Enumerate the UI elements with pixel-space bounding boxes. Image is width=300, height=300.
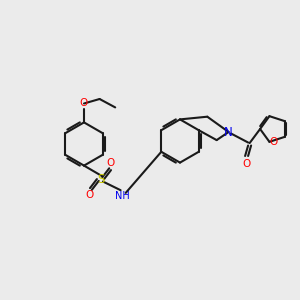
Text: O: O xyxy=(270,137,278,147)
Text: N: N xyxy=(224,125,233,139)
Text: O: O xyxy=(107,158,115,168)
Text: O: O xyxy=(242,158,251,169)
Text: S: S xyxy=(97,172,104,186)
Text: O: O xyxy=(86,190,94,200)
Text: O: O xyxy=(80,98,88,109)
Text: NH: NH xyxy=(115,191,130,201)
